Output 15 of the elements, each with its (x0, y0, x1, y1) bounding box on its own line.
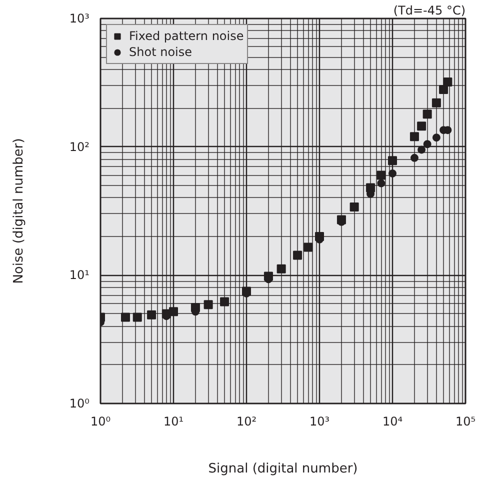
y-axis-title: Noise (digital number) (11, 138, 26, 284)
y-tick-label: 10² (69, 140, 90, 154)
text: (Td=-45 °C) (393, 4, 466, 18)
y-tick-label: 10¹ (69, 268, 90, 282)
y-tick-label: 10⁰ (69, 396, 90, 410)
legend-label: Fixed pattern noise (129, 28, 244, 44)
x-tick-label: 10² (236, 414, 257, 428)
x-tick-label: 10³ (309, 414, 330, 428)
x-axis-title: Signal (digital number) (208, 462, 358, 476)
x-tick-label: 10⁵ (455, 414, 476, 428)
x-tick-label: 10⁰ (90, 414, 111, 428)
x-tick-label: 10⁴ (382, 414, 403, 428)
legend-label: Shot noise (129, 44, 192, 60)
x-tick-label: 10¹ (163, 414, 184, 428)
y-tick-label: 10³ (69, 12, 90, 26)
